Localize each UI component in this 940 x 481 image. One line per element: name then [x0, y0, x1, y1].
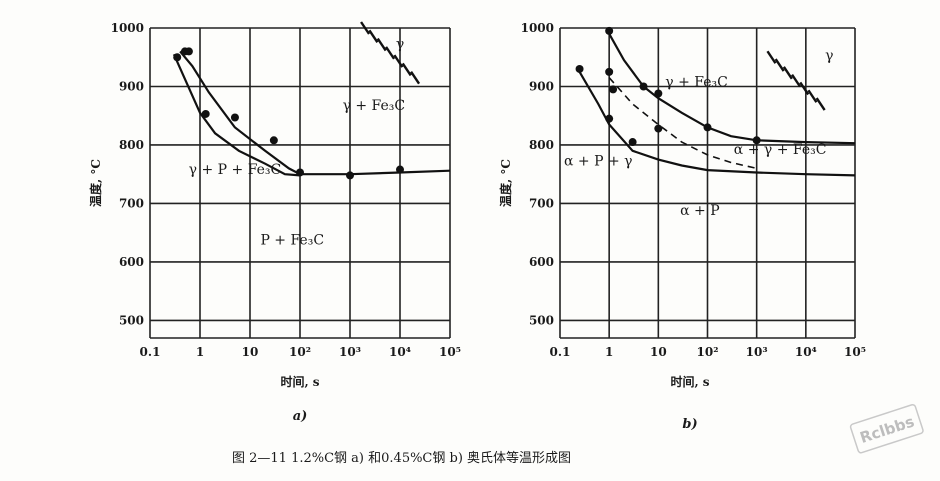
data-point [346, 171, 354, 180]
hatch-stroke [766, 50, 777, 64]
x-axis-label: 时间, s [670, 374, 709, 389]
transformation-curve [172, 53, 301, 177]
transformation-curve [179, 50, 451, 176]
hatch-stroke [401, 62, 412, 77]
y-axis-label: 温度, °C [88, 159, 103, 207]
figure-caption: 图 2—11 1.2%C钢 a) 和0.45%C钢 b) 奥氏体等温形成图 [232, 450, 571, 466]
data-point [396, 165, 404, 174]
y-tick-label: 600 [529, 255, 554, 269]
hatch-stroke [815, 97, 826, 111]
y-tick-label: 600 [119, 255, 144, 269]
x-tick-label: 1 [196, 345, 204, 359]
y-tick-label: 800 [529, 138, 554, 152]
data-point [703, 123, 712, 132]
y-axis-label: 温度, °C [498, 159, 513, 207]
hatch-stroke [774, 58, 785, 72]
panel-label: b) [682, 417, 697, 432]
region-label: γ + Fe₃C [343, 98, 406, 114]
x-axis-label: 时间, s [280, 374, 319, 389]
y-tick-label: 1000 [521, 21, 554, 35]
region-label: γ + Fe₃C [665, 74, 728, 90]
x-tick-label: 10⁵ [844, 345, 866, 359]
data-point [605, 26, 614, 35]
region-label: P + Fe₃C [260, 232, 324, 248]
x-tick-label: 1 [605, 345, 613, 359]
data-point [628, 138, 637, 147]
data-point [296, 168, 304, 177]
watermark-stamp: Rclbbs [849, 403, 924, 454]
y-tick-label: 900 [119, 79, 144, 93]
hatch-stroke [799, 81, 810, 96]
region-label: γ [396, 36, 404, 52]
data-point [201, 109, 210, 118]
y-tick-label: 700 [529, 196, 554, 210]
dashed-curve [608, 77, 757, 170]
data-point [639, 82, 648, 91]
y-tick-label: 500 [119, 313, 144, 327]
x-tick-label: 10² [697, 345, 719, 359]
region-label: γ [825, 48, 833, 64]
x-tick-label: 10² [289, 345, 311, 359]
data-point [230, 113, 239, 122]
x-tick-label: 10⁴ [795, 345, 817, 359]
hatch-stroke [807, 89, 818, 103]
data-point [605, 114, 614, 123]
x-tick-label: 10 [242, 345, 259, 359]
y-tick-label: 900 [529, 79, 554, 93]
x-tick-label: 10³ [339, 345, 361, 359]
data-point [609, 85, 618, 94]
region-label: α + P + γ [564, 153, 633, 169]
y-tick-label: 1000 [111, 21, 144, 35]
data-point [575, 64, 584, 73]
hatch-stroke [782, 66, 793, 80]
data-point [269, 136, 278, 145]
region-label: α + P [680, 203, 720, 219]
x-tick-label: 10⁵ [439, 345, 461, 359]
chart-panel-b: 1000 900 800 700 600 500 0.1 1 10 10² 10³ 10⁴ 10⁵ γ γ … [498, 21, 866, 432]
hatch-stroke [410, 71, 421, 85]
hatch-stroke [368, 29, 379, 43]
hatch-stroke [791, 73, 802, 88]
y-tick-label: 700 [119, 196, 144, 210]
region-label: α + γ + Fe₃C [734, 142, 827, 158]
y-tick-label: 500 [529, 313, 554, 327]
hatch-stroke [385, 46, 396, 60]
x-tick-label: 10⁴ [389, 345, 411, 359]
transformation-curve [608, 33, 856, 145]
chart-panel-a: 1000 900 800 700 600 500 0.1 1 10 10² 10³ 10⁴ 10⁵ γ γ … [88, 21, 461, 424]
transformation-curve [578, 71, 856, 177]
hatch-stroke [376, 37, 387, 52]
hatched-region [766, 50, 826, 111]
data-point [654, 124, 663, 133]
x-tick-label: 10 [650, 345, 667, 359]
data-point [752, 136, 761, 145]
hatch-stroke [393, 54, 404, 68]
x-tick-label: 10³ [746, 345, 768, 359]
hatch-stroke [360, 21, 371, 35]
data-point [654, 89, 663, 98]
hatched-region [360, 21, 421, 85]
watermark-text: Rclbbs [858, 412, 917, 446]
data-point [173, 53, 182, 62]
x-tick-label: 0.1 [550, 345, 571, 359]
region-label: γ + P + Fe₃C [189, 162, 282, 178]
x-tick-label: 0.1 [140, 345, 161, 359]
data-point [184, 47, 193, 56]
data-point [605, 67, 614, 76]
panel-label: a) [293, 409, 308, 424]
y-tick-label: 800 [119, 138, 144, 152]
